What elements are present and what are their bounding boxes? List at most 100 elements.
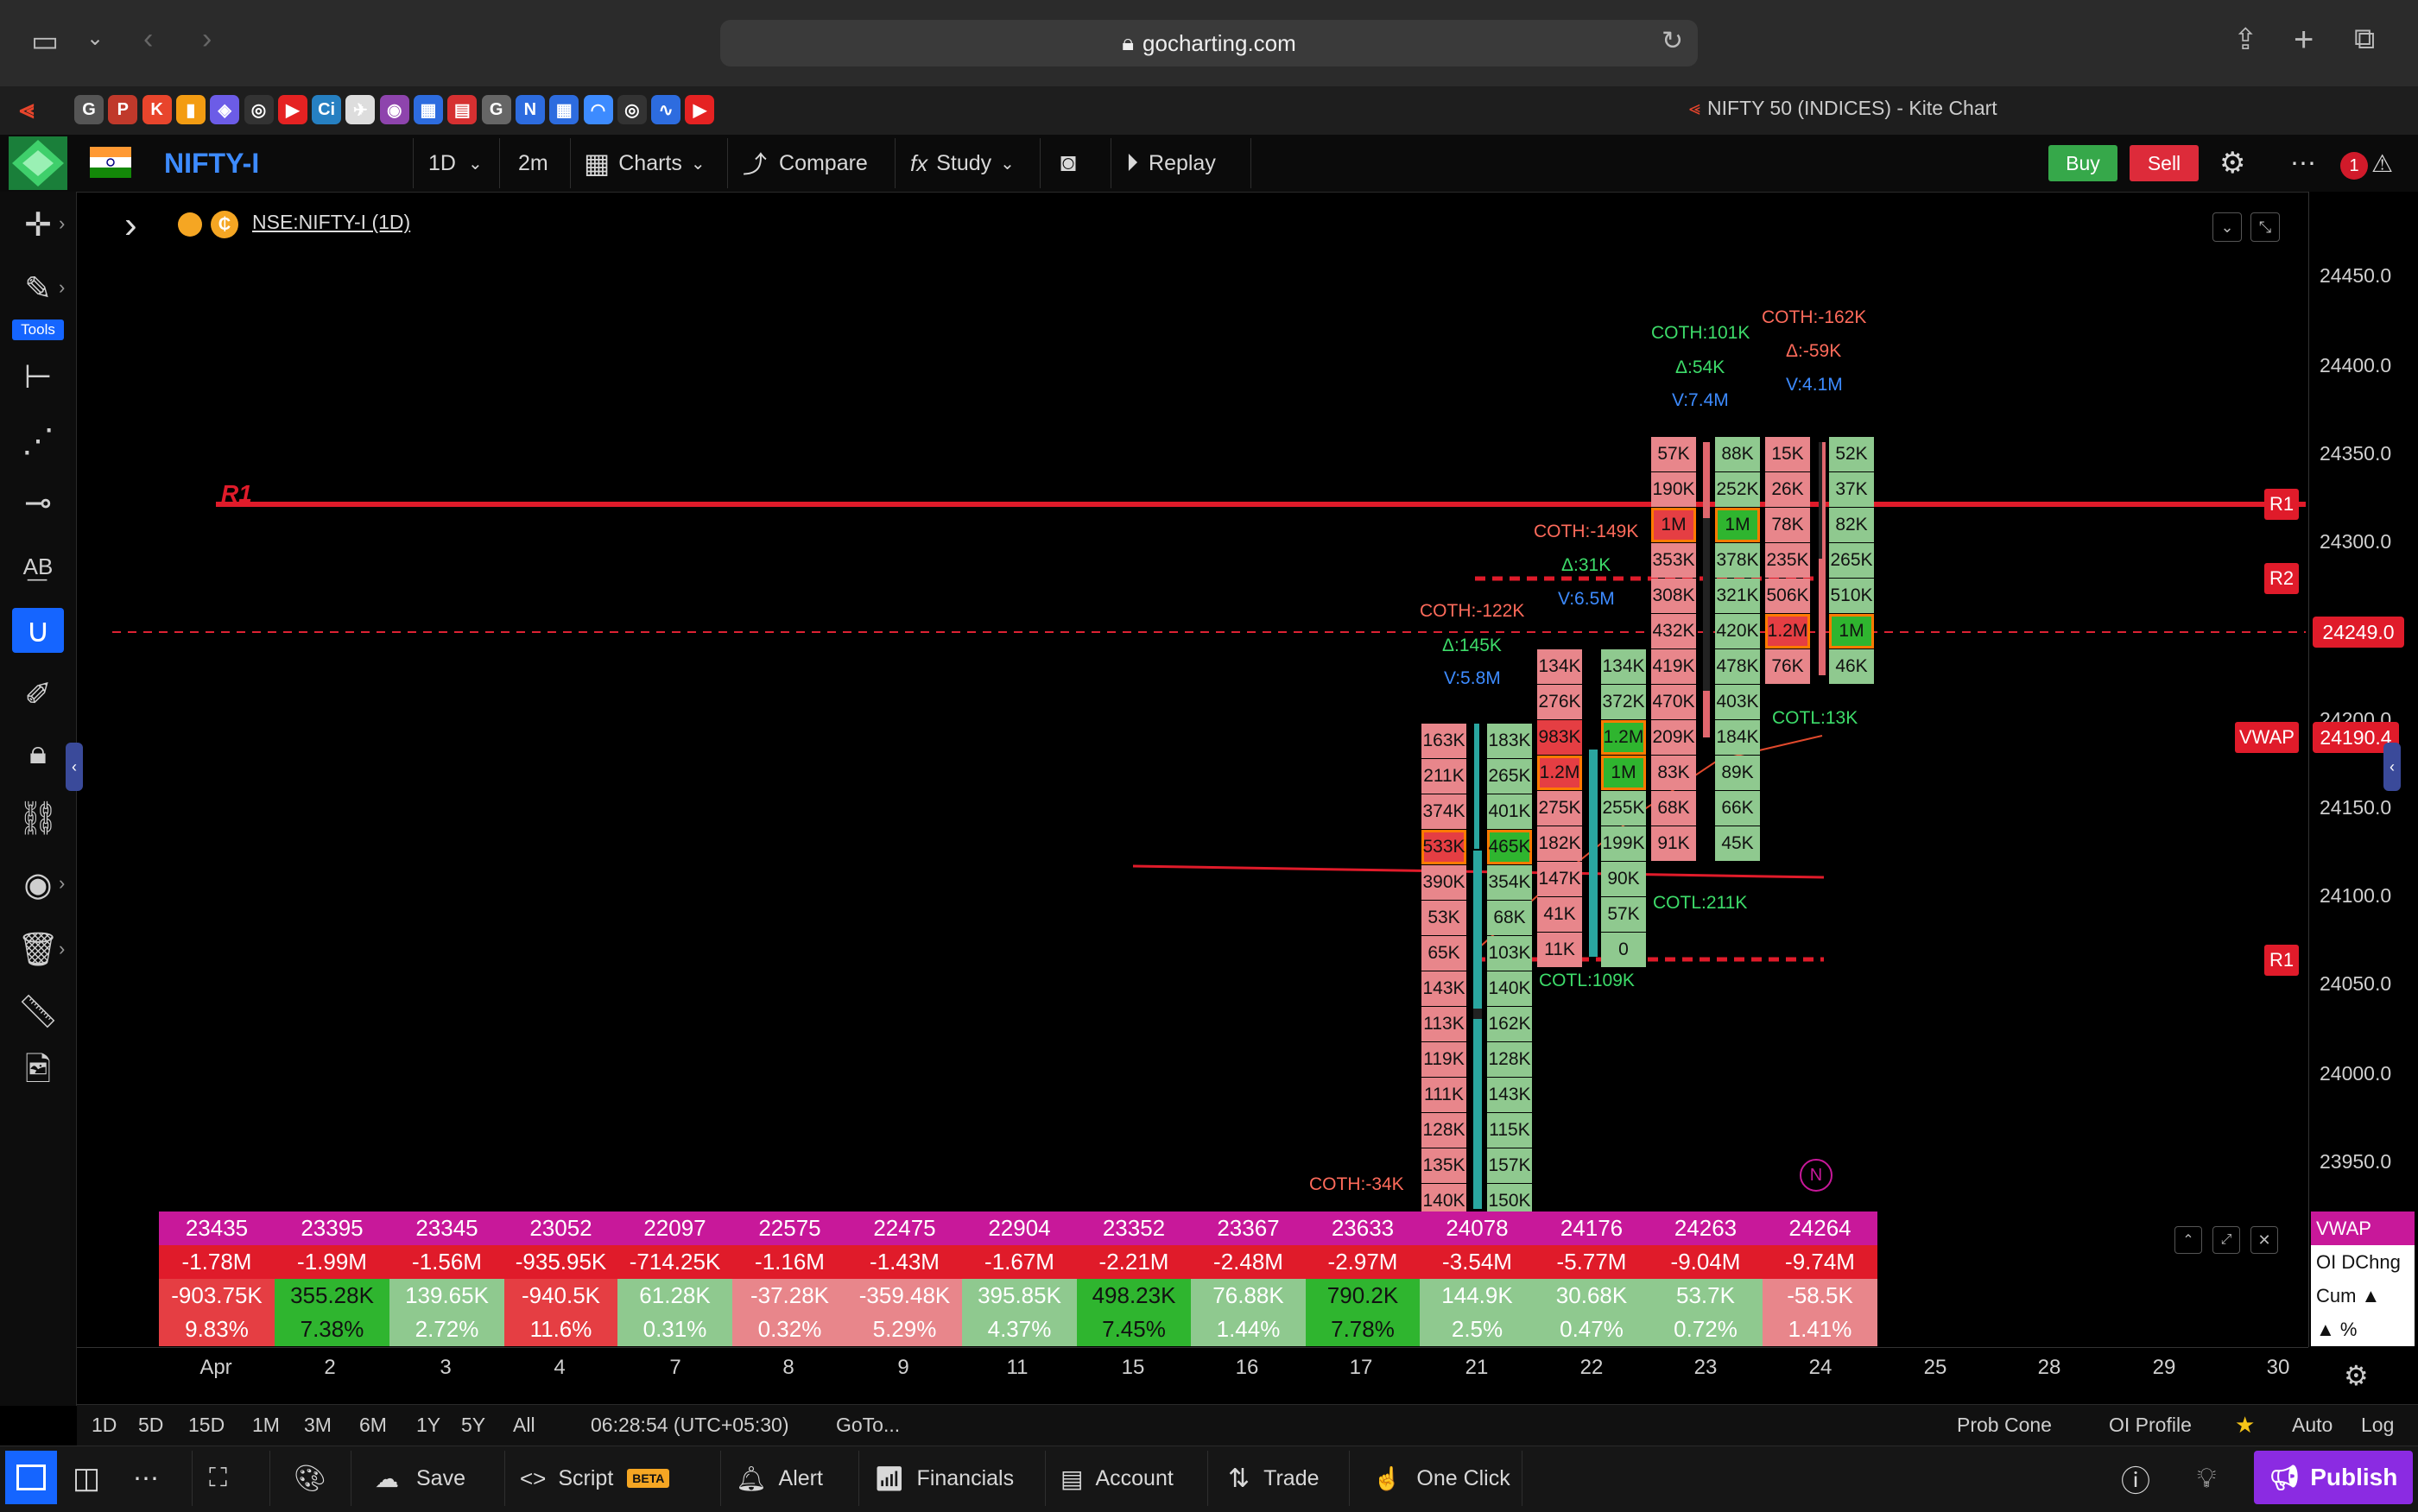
favicon-icon[interactable]: ∿	[651, 95, 681, 124]
time-axis[interactable]	[77, 1347, 2308, 1403]
measure-icon[interactable]: ⊢	[23, 358, 53, 395]
pattern-icon[interactable]: ⋰	[22, 422, 54, 459]
warning-icon[interactable]: ⚠	[2371, 149, 2394, 177]
alert-button[interactable]: 🔔︎ Alert	[736, 1446, 823, 1511]
tab-overview-icon[interactable]: ⧉	[2354, 22, 2376, 55]
screenshot-icon[interactable]: 🖻	[24, 1051, 52, 1088]
link-icon[interactable]: ⛓	[16, 800, 60, 837]
chart-collapse-icon[interactable]: ⤡	[2250, 212, 2280, 242]
favicon-icon[interactable]: P	[108, 95, 138, 124]
timeframe-button[interactable]: 1D	[92, 1413, 117, 1436]
favicon-icon[interactable]: ▮	[175, 95, 206, 124]
forward-icon[interactable]: ›	[202, 22, 212, 55]
horizontal-line-icon[interactable]: ⊸	[24, 484, 52, 522]
legend-expand-icon[interactable]: ›	[124, 204, 137, 246]
lightbulb-icon[interactable]: 💡︎	[2197, 1462, 2217, 1493]
prob-cone-button[interactable]: Prob Cone	[1957, 1413, 2052, 1436]
favicon-icon[interactable]: ◠	[583, 95, 613, 124]
favicon-icon[interactable]: ◈	[210, 95, 240, 124]
legend-symbol[interactable]: NSE:NIFTY-I (1D)	[252, 211, 411, 233]
app-logo-icon[interactable]	[9, 136, 67, 190]
fullscreen-icon[interactable]: ⛶	[209, 1464, 227, 1492]
symbol-name[interactable]: NIFTY-I	[164, 147, 260, 179]
new-tab-icon[interactable]: +	[2294, 21, 2314, 59]
favicon-icon[interactable]: N	[515, 95, 545, 124]
split-layout-icon[interactable]: ◫	[73, 1462, 101, 1495]
active-tab-title[interactable]: ⪡ NIFTY 50 (INDICES) - Kite Chart	[1689, 97, 1997, 120]
charts-menu[interactable]: ▦ Charts ⌄	[584, 135, 706, 192]
favicon-icon[interactable]: ◎	[617, 95, 647, 124]
auto-button[interactable]: Auto	[2292, 1413, 2333, 1436]
timeframe-button[interactable]: All	[513, 1413, 535, 1436]
lock-drawing-icon[interactable]: ✐	[24, 676, 52, 713]
share-icon[interactable]: ⇪	[2233, 23, 2258, 56]
pencil-icon[interactable]: ✎	[24, 270, 52, 307]
script-button[interactable]: <> Script BETA	[520, 1446, 670, 1511]
crosshair-icon[interactable]: ✛	[24, 206, 52, 244]
favicon-icon[interactable]: Ci	[312, 95, 342, 124]
back-icon[interactable]: ‹	[143, 22, 154, 55]
favicon-icon[interactable]: ◉	[379, 95, 409, 124]
single-layout-icon[interactable]	[5, 1451, 57, 1504]
kite-favicon-icon[interactable]: ⪡	[19, 95, 35, 123]
oi-profile-button[interactable]: OI Profile	[2109, 1413, 2192, 1436]
news-badge[interactable]: N	[1800, 1159, 1832, 1192]
expand-arrow-icon[interactable]: ›	[59, 276, 66, 298]
lock-icon[interactable]: 🔒︎	[28, 734, 47, 771]
favicon-icon[interactable]: K	[142, 95, 172, 124]
palette-icon[interactable]: 🎨︎	[294, 1464, 327, 1493]
compare-button[interactable]: ⤴ Compare	[743, 135, 868, 192]
timeframe-button[interactable]: 6M	[359, 1413, 387, 1436]
favicon-icon[interactable]: ▦	[549, 95, 579, 124]
ruler-icon[interactable]: 📏︎	[16, 994, 60, 1030]
favicon-icon[interactable]: ▦	[414, 95, 443, 124]
expand-arrow-icon[interactable]: ›	[59, 212, 66, 234]
trade-button[interactable]: ⇅ Trade	[1228, 1446, 1320, 1511]
favicon-icon[interactable]: G	[481, 95, 511, 124]
eye-icon[interactable]: ◉	[23, 866, 53, 903]
sidebar-toggle-icon[interactable]: ▭	[31, 25, 60, 58]
publish-button[interactable]: 📢︎ Publish	[2254, 1451, 2413, 1504]
account-button[interactable]: ▤ Account	[1060, 1446, 1174, 1511]
sub-interval-button[interactable]: 2m	[518, 150, 548, 175]
collapse-panel-icon[interactable]: ‹	[66, 743, 83, 791]
expand-arrow-icon[interactable]: ›	[59, 938, 66, 959]
favicon-icon[interactable]: ▶	[277, 95, 307, 124]
favicon-icon[interactable]: G	[74, 95, 104, 124]
notification-badge[interactable]: 1	[2340, 152, 2368, 180]
url-bar[interactable]: 🔒︎ gocharting.com	[720, 20, 1698, 66]
one-click-button[interactable]: ☝ One Click	[1373, 1446, 1510, 1511]
chevron-down-icon[interactable]: ⌄	[86, 27, 104, 50]
timeframe-button[interactable]: 15D	[188, 1413, 225, 1436]
interval-select[interactable]: 1D ⌄	[428, 135, 483, 192]
timeframe-button[interactable]: 5D	[138, 1413, 164, 1436]
panel-expand-icon[interactable]: ⤢	[2212, 1226, 2240, 1254]
magnet-icon[interactable]: ∪	[12, 608, 64, 653]
star-icon[interactable]: ★	[2235, 1411, 2256, 1438]
buy-button[interactable]: Buy	[2048, 145, 2117, 181]
log-button[interactable]: Log	[2361, 1413, 2395, 1436]
more-layout-icon[interactable]: ⋯	[133, 1464, 159, 1493]
timeframe-button[interactable]: 5Y	[461, 1413, 486, 1436]
favicon-icon[interactable]: ▤	[447, 95, 478, 124]
favicon-icon[interactable]: ✈	[345, 95, 376, 124]
goto-button[interactable]: GoTo...	[836, 1413, 901, 1436]
right-collapse-icon[interactable]: ‹	[2383, 743, 2401, 791]
gear-icon[interactable]: ⚙	[2219, 147, 2246, 180]
chart-dropdown-icon[interactable]: ⌄	[2212, 212, 2242, 242]
timeframe-button[interactable]: 3M	[304, 1413, 332, 1436]
study-menu[interactable]: fx Study ⌄	[910, 135, 1015, 192]
replay-button[interactable]: ⏵ Replay	[1126, 135, 1216, 192]
text-icon[interactable]: A͟B	[22, 553, 54, 579]
help-icon[interactable]: ⓘ	[2121, 1465, 2150, 1498]
reload-icon[interactable]: ↻	[1662, 27, 1684, 55]
favicon-icon[interactable]: ◎	[244, 95, 274, 124]
instagram-icon[interactable]: ◙	[1060, 149, 1077, 177]
panel-close-icon[interactable]: ✕	[2250, 1226, 2278, 1254]
timeframe-button[interactable]: 1M	[252, 1413, 280, 1436]
sell-button[interactable]: Sell	[2130, 145, 2199, 181]
trash-icon[interactable]: 🗑︎	[16, 932, 60, 968]
timeframe-button[interactable]: 1Y	[416, 1413, 441, 1436]
favicon-icon[interactable]: ▶	[685, 95, 715, 124]
axis-settings-icon[interactable]: ⚙	[2344, 1360, 2369, 1391]
